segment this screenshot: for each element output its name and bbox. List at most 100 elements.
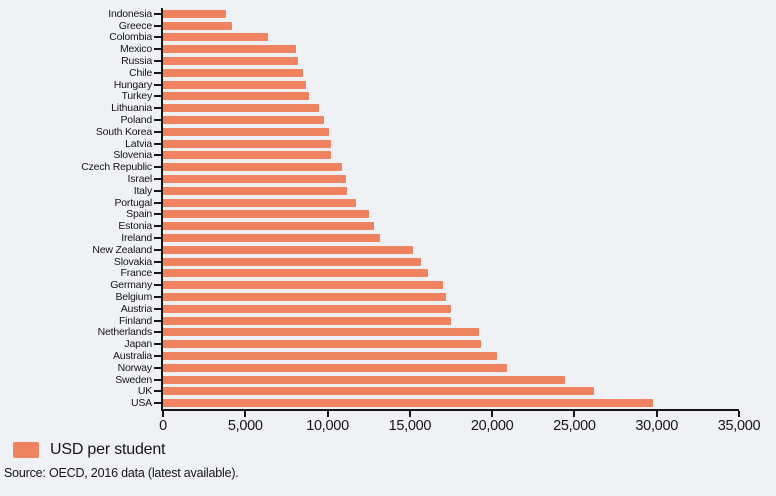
bar-row: Russia [121, 55, 739, 67]
y-axis-tick-mark [154, 331, 161, 334]
bar-row: Slovakia [114, 256, 739, 268]
x-axis-tick-label: 20,000 [470, 418, 514, 434]
legend-swatch [13, 442, 39, 458]
category-label: Slovakia [113, 255, 152, 268]
x-axis-tick-label: 15,000 [388, 418, 432, 434]
x-axis-tick-mark [573, 411, 576, 417]
bar-row: Turkey [122, 91, 739, 103]
category-label: Spain [126, 208, 152, 221]
bars-container: Indonesia Greece Colombia Mexico Russia Chile… [81, 8, 739, 409]
y-axis-tick-mark [154, 213, 161, 216]
bar-row: South Korea [96, 126, 739, 138]
bar-row: Germany [110, 279, 739, 291]
bar-row: Japan [124, 338, 739, 350]
bar-row: Australia [113, 350, 739, 362]
bar-row: France [121, 268, 739, 280]
y-axis-tick-mark [154, 60, 161, 63]
bar-sweden [163, 375, 565, 384]
category-label: Australia [112, 350, 152, 362]
category-label: Colombia [109, 31, 152, 44]
y-axis-tick-mark [154, 355, 161, 357]
category-label: Czech Republic [81, 161, 152, 174]
category-label: Israel [127, 173, 153, 186]
bar-row: Indonesia [108, 8, 739, 20]
category-label: USA [131, 397, 152, 410]
x-axis-tick-label: 10,000 [306, 418, 349, 434]
bar-row: Sweden [115, 374, 739, 386]
category-label: Lithuania [111, 102, 152, 115]
y-axis-tick-mark [154, 272, 161, 275]
y-axis-tick-mark [154, 402, 161, 405]
bar-estonia [163, 222, 374, 231]
bar-netherlands [163, 328, 479, 337]
x-axis-tick-mark [162, 411, 164, 417]
category-label: Indonesia [108, 7, 152, 20]
bar-row: Israel [128, 173, 739, 185]
bar-russia [163, 57, 298, 66]
x-axis-tick-label: 25,000 [553, 418, 596, 434]
y-axis-tick-mark [154, 36, 161, 39]
bar-hungary [163, 80, 307, 89]
bar-chile [163, 68, 303, 77]
y-axis-tick-mark [154, 130, 161, 133]
bar-slovakia [163, 257, 422, 266]
category-label: Hungary [113, 78, 152, 91]
bar-row: Hungary [114, 79, 739, 91]
bar-row: Austria [121, 303, 739, 315]
x-axis-tick-mark [326, 411, 329, 417]
bar-row: Belgium [115, 291, 739, 303]
bar-czech-republic [163, 163, 343, 172]
category-label: Japan [124, 338, 152, 351]
x-axis-tick-label: 0 [159, 418, 167, 434]
y-axis-tick-mark [154, 343, 161, 346]
bar-usa [163, 399, 654, 408]
y-axis-tick-mark [154, 307, 161, 310]
bar-belgium [163, 293, 447, 302]
category-label: Austria [120, 302, 152, 315]
category-label: Turkey [121, 90, 153, 103]
bar-row: Mexico [120, 43, 739, 55]
bar-row: Slovenia [113, 150, 739, 162]
bar-colombia [163, 33, 269, 42]
bar-row: Chile [129, 67, 739, 79]
y-axis-tick-mark [154, 12, 161, 15]
category-label: Mexico [119, 43, 152, 56]
x-axis-tick-label: 5,000 [227, 418, 263, 434]
y-axis-tick-mark [154, 107, 161, 110]
y-axis-tick-mark [154, 296, 161, 299]
bar-austria [163, 304, 451, 313]
y-axis-tick-mark [154, 71, 161, 74]
y-axis-tick-mark [154, 154, 161, 157]
category-label: Latvia [125, 137, 152, 150]
category-label: UK [137, 385, 152, 398]
y-axis-tick-mark [154, 178, 161, 181]
y-axis-tick-mark [154, 166, 161, 169]
bar-row: Estonia [118, 220, 739, 232]
y-axis-tick-mark [154, 119, 161, 122]
category-label: Slovenia [113, 149, 152, 162]
bar-spain [163, 210, 369, 219]
legend-label: USD per student [50, 441, 166, 458]
bar-slovenia [163, 151, 331, 160]
x-axis-tick-mark [655, 411, 658, 417]
bar-row: Spain [126, 209, 739, 221]
x-axis-tick-label: 30,000 [635, 418, 678, 434]
y-axis-tick-mark [154, 319, 161, 322]
y-axis-tick-mark [154, 284, 161, 287]
bar-latvia [163, 139, 331, 148]
category-label: France [120, 267, 153, 280]
x-axis-tick-mark [738, 411, 740, 417]
category-label: Norway [117, 361, 153, 374]
bar-finland [163, 316, 451, 325]
y-axis-tick-mark [154, 95, 161, 98]
category-label: Ireland [121, 232, 152, 245]
bar-italy [163, 186, 348, 195]
bar-row: Norway [118, 362, 739, 374]
category-label: Poland [120, 114, 153, 127]
bar-israel [163, 175, 346, 184]
y-axis-tick-mark [154, 378, 161, 381]
bar-row: Latvia [125, 138, 739, 150]
y-axis-tick-mark [154, 237, 161, 240]
y-axis-tick-mark [154, 83, 161, 86]
